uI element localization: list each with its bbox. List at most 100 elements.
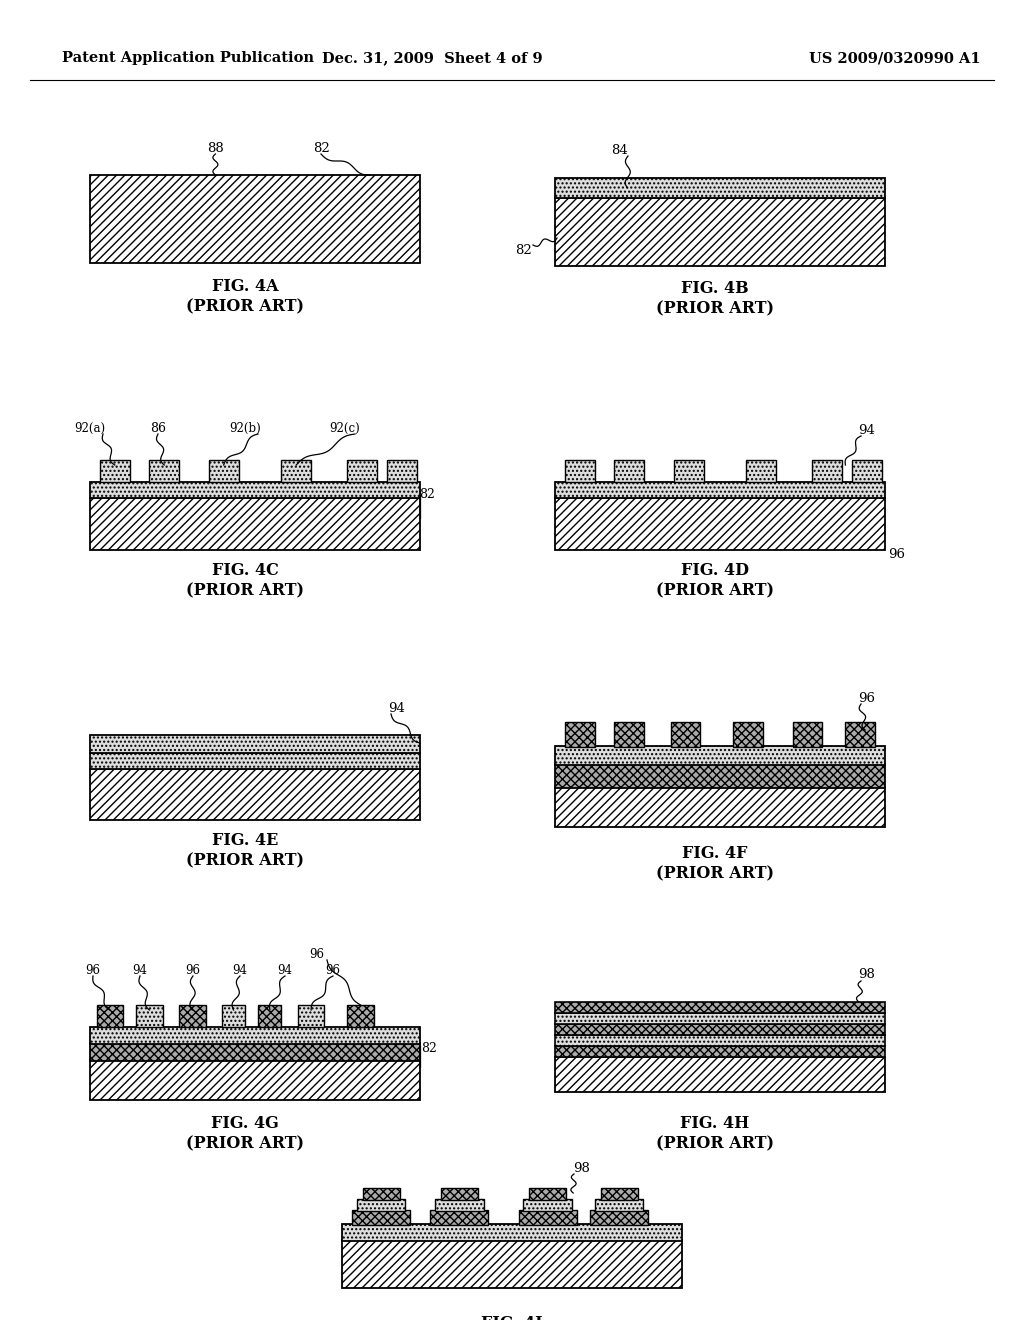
Text: 98: 98 — [858, 969, 876, 982]
Text: 94: 94 — [132, 964, 147, 977]
Text: 86: 86 — [150, 421, 166, 434]
Text: 96: 96 — [85, 964, 100, 977]
Text: FIG. 4C: FIG. 4C — [212, 562, 279, 579]
Bar — [529, 1188, 566, 1200]
Bar — [555, 178, 885, 198]
Bar — [258, 1005, 282, 1027]
Bar — [555, 1057, 885, 1092]
Text: 94: 94 — [278, 964, 293, 977]
Bar — [555, 198, 885, 267]
Text: (PRIOR ART): (PRIOR ART) — [656, 582, 774, 599]
Text: 96: 96 — [889, 549, 905, 561]
Text: 82: 82 — [515, 243, 531, 256]
Text: FIG. 4A: FIG. 4A — [212, 279, 279, 294]
Text: (PRIOR ART): (PRIOR ART) — [186, 851, 304, 869]
Bar — [555, 787, 885, 828]
Bar — [590, 1210, 648, 1225]
Text: (PRIOR ART): (PRIOR ART) — [186, 1135, 304, 1152]
Bar — [282, 459, 311, 482]
Text: FIG. 4F: FIG. 4F — [682, 845, 748, 862]
Bar — [96, 1005, 123, 1027]
Bar — [555, 1045, 885, 1057]
Text: 94: 94 — [858, 424, 876, 437]
Bar — [812, 459, 842, 482]
Text: 96: 96 — [309, 949, 325, 961]
Bar — [555, 498, 885, 550]
Text: 94: 94 — [232, 964, 248, 977]
Text: 82: 82 — [419, 488, 435, 502]
Text: 92(c): 92(c) — [330, 421, 360, 434]
Bar — [179, 1005, 206, 1027]
Bar — [342, 1239, 682, 1288]
Bar — [555, 746, 885, 766]
Bar — [222, 1005, 245, 1027]
Bar — [352, 1210, 410, 1225]
Bar — [347, 1005, 374, 1027]
Bar — [342, 1224, 682, 1241]
Text: FIG. 4D: FIG. 4D — [681, 562, 749, 579]
Text: 94: 94 — [388, 701, 406, 714]
Text: (PRIOR ART): (PRIOR ART) — [656, 300, 774, 317]
Text: FIG. 4B: FIG. 4B — [681, 280, 749, 297]
Bar — [362, 1188, 399, 1200]
Bar — [90, 1027, 420, 1044]
Bar — [793, 722, 822, 747]
Text: 92(a): 92(a) — [75, 421, 105, 434]
Bar — [90, 770, 420, 820]
Bar — [90, 482, 420, 498]
Bar — [430, 1210, 488, 1225]
Text: FIG. 4H: FIG. 4H — [680, 1115, 750, 1133]
Text: FIG. 4G: FIG. 4G — [211, 1115, 279, 1133]
Text: FIG. 4E: FIG. 4E — [212, 832, 279, 849]
Text: Dec. 31, 2009  Sheet 4 of 9: Dec. 31, 2009 Sheet 4 of 9 — [322, 51, 543, 65]
Bar — [733, 722, 763, 747]
Bar — [671, 722, 700, 747]
Text: 96: 96 — [326, 964, 341, 977]
Bar — [435, 1199, 483, 1210]
Bar — [387, 459, 417, 482]
Bar — [555, 1024, 885, 1035]
Bar — [852, 459, 882, 482]
Bar — [519, 1210, 577, 1225]
Text: (PRIOR ART): (PRIOR ART) — [186, 582, 304, 599]
Text: 82: 82 — [312, 141, 330, 154]
Text: US 2009/0320990 A1: US 2009/0320990 A1 — [809, 51, 981, 65]
Bar — [150, 459, 179, 482]
Bar — [565, 722, 595, 747]
Bar — [846, 722, 876, 747]
Text: 98: 98 — [573, 1162, 591, 1175]
Text: (PRIOR ART): (PRIOR ART) — [656, 1135, 774, 1152]
Text: 88: 88 — [207, 141, 224, 154]
Bar — [601, 1188, 638, 1200]
Text: FIG. 4I: FIG. 4I — [481, 1315, 543, 1320]
Bar — [555, 1035, 885, 1045]
Text: 82: 82 — [421, 1041, 437, 1055]
Bar — [90, 735, 420, 752]
Text: 92(b): 92(b) — [229, 421, 261, 434]
Bar — [614, 722, 644, 747]
Bar — [555, 764, 885, 788]
Bar — [90, 498, 420, 550]
Bar — [674, 459, 703, 482]
Bar — [555, 1012, 885, 1024]
Text: 96: 96 — [858, 692, 876, 705]
Bar — [614, 459, 644, 482]
Text: (PRIOR ART): (PRIOR ART) — [186, 298, 304, 315]
Bar — [90, 752, 420, 770]
Text: (PRIOR ART): (PRIOR ART) — [656, 865, 774, 882]
Bar — [136, 1005, 163, 1027]
Bar — [90, 1043, 420, 1061]
Bar — [746, 459, 776, 482]
Bar — [90, 176, 420, 263]
Bar — [90, 1060, 420, 1100]
Text: 96: 96 — [185, 964, 201, 977]
Bar — [356, 1199, 406, 1210]
Bar — [347, 459, 377, 482]
Text: Patent Application Publication: Patent Application Publication — [62, 51, 314, 65]
Bar — [555, 482, 885, 498]
Bar — [595, 1199, 643, 1210]
Text: 84: 84 — [611, 144, 629, 157]
Bar — [523, 1199, 572, 1210]
Bar — [555, 1002, 885, 1012]
Bar — [565, 459, 595, 482]
